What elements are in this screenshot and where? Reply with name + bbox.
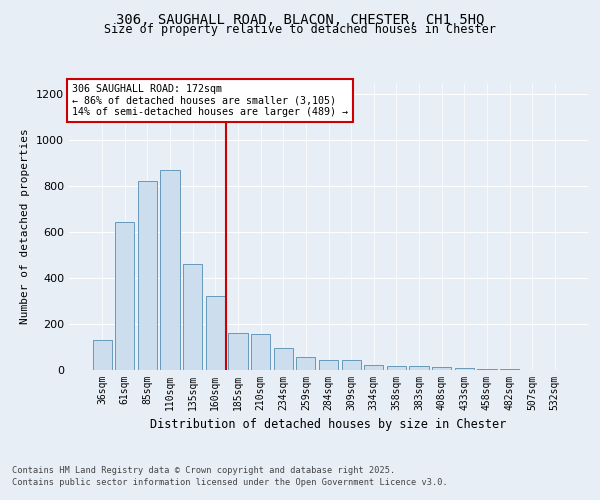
Text: 306 SAUGHALL ROAD: 172sqm
← 86% of detached houses are smaller (3,105)
14% of se: 306 SAUGHALL ROAD: 172sqm ← 86% of detac… [71, 84, 347, 117]
Bar [319, 360, 338, 370]
Text: Contains HM Land Registry data © Crown copyright and database right 2025.: Contains HM Land Registry data © Crown c… [12, 466, 395, 475]
Text: 306, SAUGHALL ROAD, BLACON, CHESTER, CH1 5HQ: 306, SAUGHALL ROAD, BLACON, CHESTER, CH1… [116, 12, 484, 26]
Bar [364, 366, 383, 370]
Bar [387, 366, 406, 370]
Bar [341, 360, 361, 370]
Bar [455, 368, 474, 370]
Bar [138, 182, 157, 370]
Bar [183, 264, 202, 370]
Bar [477, 369, 497, 370]
X-axis label: Distribution of detached houses by size in Chester: Distribution of detached houses by size … [151, 418, 506, 432]
Y-axis label: Number of detached properties: Number of detached properties [20, 128, 31, 324]
Bar [206, 296, 225, 370]
Bar [409, 366, 428, 370]
Bar [296, 358, 316, 370]
Bar [432, 367, 451, 370]
Bar [251, 334, 270, 370]
Text: Size of property relative to detached houses in Chester: Size of property relative to detached ho… [104, 24, 496, 36]
Bar [92, 340, 112, 370]
Bar [160, 170, 180, 370]
Bar [274, 348, 293, 370]
Text: Contains public sector information licensed under the Open Government Licence v3: Contains public sector information licen… [12, 478, 448, 487]
Bar [229, 333, 248, 370]
Bar [115, 222, 134, 370]
